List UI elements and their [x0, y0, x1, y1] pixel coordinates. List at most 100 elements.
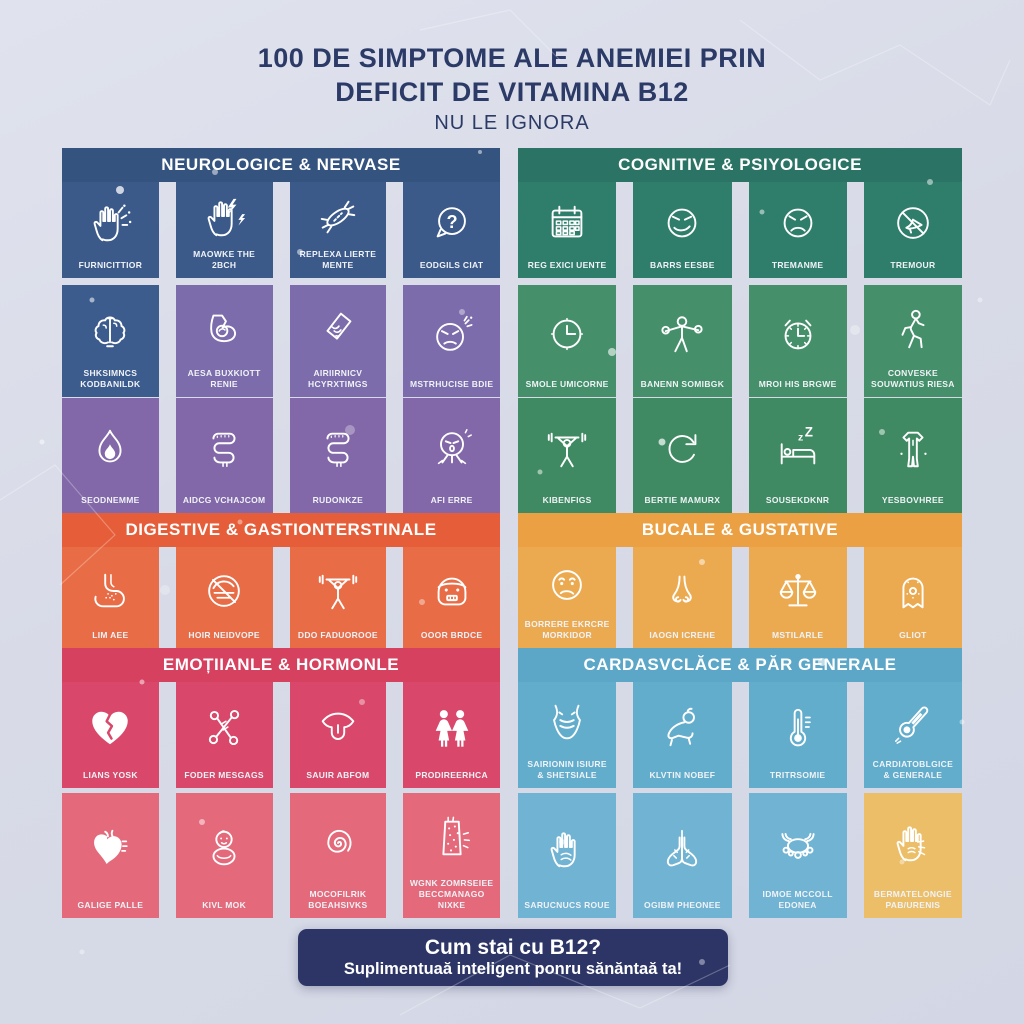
svg-text:?: ?: [446, 212, 457, 232]
tile-label: GALIGE PALLE: [77, 899, 144, 910]
symptom-tile: OOOR BRDCE: [403, 547, 500, 648]
tile-label: YESBOVHREE: [881, 494, 944, 505]
symptom-tile: YESBOVHREE: [863, 398, 962, 513]
section-panel: BUCALE & GUSTATIVE BORRERE EKRCRE MORKIDO…: [518, 513, 962, 648]
symptom-tile: LIANS YOSK: [62, 682, 159, 788]
symptom-tile: PRODIREERHCA: [403, 682, 500, 788]
thermometer-diagonal-icon: [890, 687, 936, 759]
tile-label: OOOR BRDCE: [420, 629, 483, 640]
section-header: COGNITIVE & PSIYOLOGICE: [518, 148, 962, 182]
tile-label: RUDONKZE: [312, 494, 364, 505]
symptom-tile: AIRIIRNICV HCYRXTIMGS: [289, 285, 387, 397]
tile-label: HOIR NEIDVOPE: [188, 629, 260, 640]
symptom-tile: MAOWKE THE 2BCH: [175, 182, 273, 278]
symptom-tile: MSTILARLE: [748, 547, 847, 648]
tile-label: PRODIREERHCA: [415, 769, 488, 780]
tile-label: GLIOT: [899, 629, 927, 640]
tile-label: FURNICITTIOR: [78, 259, 143, 270]
tile-label: OGIBM PHEONEE: [644, 899, 721, 910]
spiral-icon: [315, 798, 361, 889]
symptom-tile: SMOLE UMICORNE: [518, 285, 617, 397]
symptom-tile: BERMATELONGIE PAB/URENIS: [863, 793, 962, 918]
symptom-tile: FURNICITTIOR: [62, 182, 159, 278]
intestines-icon: [315, 403, 361, 495]
tile-label: SEODNEMME: [81, 494, 140, 505]
sitting-baby-icon: [201, 798, 247, 900]
section-panel: SEODNEMME AIDCG VCHAJCOM RUDONKZE AFI ERRE: [62, 398, 500, 513]
symptom-tile: KIVL MOK: [175, 793, 273, 918]
section-header: CARDASVCLĂCE & PĂR GENERALE: [518, 648, 962, 682]
throat-icon: [544, 687, 590, 759]
symptom-tile: BARRS EESBE: [633, 182, 732, 278]
svg-text:Z: Z: [804, 426, 812, 440]
poster-title: 100 DE SIMPTOME ALE ANEMIEI PRIN DEFICIT…: [0, 42, 1024, 135]
tile-label: SAUIR ABFOM: [306, 769, 370, 780]
symptom-tile: MROI HIS BRGWE: [748, 285, 847, 397]
crab-icon: [775, 798, 821, 889]
symptom-tile: REPLEXA LIERTE MENTE: [289, 182, 387, 278]
symptom-tile: REG EXICI UENTE: [518, 182, 617, 278]
symptom-tile: AIDCG VCHAJCOM: [175, 398, 273, 513]
tile-label: AFI ERRE: [430, 494, 473, 505]
tile-label: KIBENFIGS: [542, 494, 592, 505]
tile-label: WGNK ZOMRSEIEE BECCMANAGO NIXKE: [409, 877, 494, 910]
tile-label: AIRIIRNICV HCYRXTIMGS: [308, 367, 368, 389]
nose-icon: [659, 552, 705, 630]
symptom-tile: FODER MESGAGS: [175, 682, 273, 788]
symptom-tile: OGIBM PHEONEE: [633, 793, 732, 918]
tile-label: TRITRSOMIE: [769, 769, 826, 780]
title-subtitle: NU LE IGNORA: [434, 111, 590, 134]
section-header: NEUROLOGICE & NERVASE: [62, 148, 500, 182]
anatomical-heart-icon: [87, 798, 133, 900]
tile-label: BERMATELONGIE PAB/URENIS: [873, 888, 952, 910]
intestines-icon: [201, 403, 247, 495]
hand-tingling-icon: [87, 187, 133, 260]
symptom-tile: BERTIE MAMURX: [633, 398, 732, 513]
tile-label: MROI HIS BRGWE: [758, 378, 837, 389]
symptom-tile: KLVTIN NOBEF: [633, 682, 732, 788]
calendar-icon: [544, 187, 590, 260]
symptom-tile: SAUIR ABFOM: [289, 682, 387, 788]
smirk-face-icon: [659, 187, 705, 260]
section-panel: GALIGE PALLE KIVL MOK MOCOFILRIK BOEAHSIVK…: [62, 793, 500, 918]
symptom-tile: MOCOFILRIK BOEAHSIVKS: [289, 793, 387, 918]
title-line2: DEFICIT DE VITAMINA B12: [335, 76, 689, 107]
ghost-icon: [890, 552, 936, 630]
tile-label: SMOLE UMICORNE: [525, 378, 609, 389]
symptom-tile: TREMANME: [748, 182, 847, 278]
thermometer-icon: [775, 687, 821, 770]
tile-label: MSTRHUCISE BDIE: [409, 378, 494, 389]
tile-label: BORRERE EKRCRE MORKIDOR: [524, 618, 610, 640]
skin-rash-icon: [429, 798, 475, 878]
sad-face-icon: [544, 552, 590, 619]
tile-label: SAIRIONIN ISIURE & SHETSIALE: [527, 758, 607, 780]
tile-label: DDO FADUOROOE: [297, 629, 378, 640]
tile-label: LIANS YOSK: [82, 769, 138, 780]
hand-allergy-icon: [890, 798, 936, 889]
symptom-tile: CONVESKE SOUWATIUS RIESA: [863, 285, 962, 397]
angry-face-icon: [775, 187, 821, 260]
tile-label: EODGILS CIAT: [419, 259, 484, 270]
tile-label: CONVESKE SOUWATIUS RIESA: [871, 367, 955, 389]
no-food-icon: [201, 552, 247, 630]
symptom-tile: AESA BUXKIOTT RENIE: [175, 285, 273, 397]
joint-pain-icon: [315, 290, 361, 368]
exercise-person-icon: [659, 290, 705, 379]
section-header: EMOȚIIANLE & HORMONLE: [62, 648, 500, 682]
tile-label: IDMOE MCCOLL EDONEA: [762, 888, 833, 910]
scales-icon: [775, 552, 821, 630]
cta-banner: Cum stai cu B12? Suplimentuaă inteligent…: [298, 929, 728, 986]
tile-label: FODER MESGAGS: [184, 769, 264, 780]
hand-lightning-icon: [201, 187, 247, 249]
tile-label: IAOGN ICREHE: [649, 629, 716, 640]
tile-label: SHKSIMNCS KODBANILDK: [80, 367, 141, 389]
title-line1: 100 DE SIMPTOME ALE ANEMIEI PRIN: [257, 43, 767, 73]
section-header: BUCALE & GUSTATIVE: [518, 513, 962, 547]
symptom-tile: SAIRIONIN ISIURE & SHETSIALE: [518, 682, 617, 788]
section-panel: SMOLE UMICORNE BANENN SOMIBGK MROI HIS BRG…: [518, 285, 962, 397]
symptom-tile: IDMOE MCCOLL EDONEA: [748, 793, 847, 918]
question-bubble-icon: ?: [429, 187, 475, 260]
cta-line1: Cum stai cu B12?: [424, 935, 602, 959]
tile-label: CARDIATOBLGICE & GENERALE: [872, 758, 954, 780]
